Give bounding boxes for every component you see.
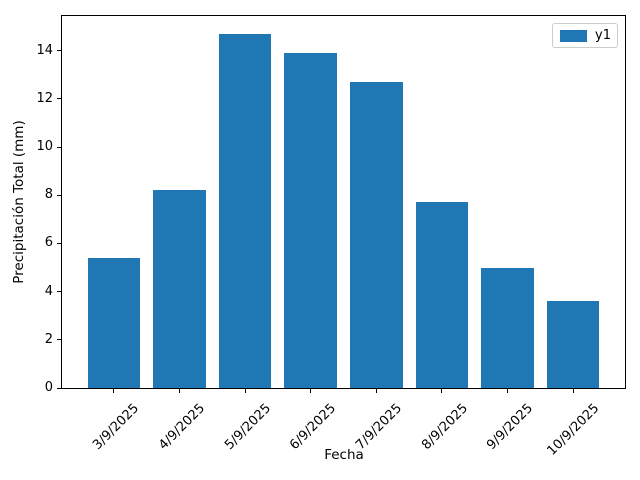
legend-label: y1 (595, 28, 611, 43)
bar (87, 257, 141, 388)
y-tick-mark (57, 387, 61, 389)
x-tick-mark (244, 389, 246, 393)
legend-swatch-icon (560, 29, 587, 42)
y-tick-label: 10 (36, 139, 53, 154)
x-tick-label: 7/9/2025 (353, 401, 405, 453)
bar (350, 81, 403, 388)
y-tick-mark (57, 146, 61, 148)
x-tick-mark (113, 389, 115, 393)
x-tick-mark (441, 389, 443, 393)
y-tick-label: 8 (44, 187, 53, 203)
y-tick-label: 6 (44, 235, 53, 251)
legend: y1 (552, 23, 618, 48)
y-tick-mark (57, 50, 61, 52)
y-tick-mark (57, 194, 61, 196)
y-axis-label: Precipitación Total (mm) (11, 120, 27, 284)
bar (218, 33, 272, 388)
bar (153, 190, 206, 388)
x-tick-mark (507, 389, 508, 393)
x-tick-mark (572, 389, 574, 393)
y-tick-label: 0 (44, 380, 53, 395)
plot-area (61, 15, 626, 389)
x-axis-label: Fecha (324, 447, 364, 463)
x-tick-label: 9/9/2025 (484, 401, 537, 453)
y-tick-mark (57, 339, 61, 341)
bar (284, 53, 337, 388)
y-tick-label: 14 (36, 42, 53, 58)
y-tick-label: 4 (44, 283, 53, 299)
y-tick-label: 12 (36, 90, 53, 106)
x-tick-label: 4/9/2025 (156, 401, 209, 453)
x-tick-mark (310, 389, 312, 393)
x-tick-label: 6/9/2025 (287, 401, 340, 453)
bar (481, 267, 534, 388)
y-tick-mark (57, 291, 61, 293)
bar (415, 202, 469, 388)
x-tick-label: 10/9/2025 (544, 401, 602, 459)
y-tick-label: 2 (44, 331, 53, 347)
x-tick-mark (179, 389, 180, 393)
bar (546, 301, 600, 388)
x-tick-label: 8/9/2025 (418, 401, 471, 453)
x-tick-mark (375, 389, 377, 393)
y-tick-mark (57, 242, 61, 244)
x-tick-label: 5/9/2025 (221, 401, 274, 453)
x-tick-label: 3/9/2025 (90, 401, 143, 453)
y-tick-mark (57, 98, 61, 100)
